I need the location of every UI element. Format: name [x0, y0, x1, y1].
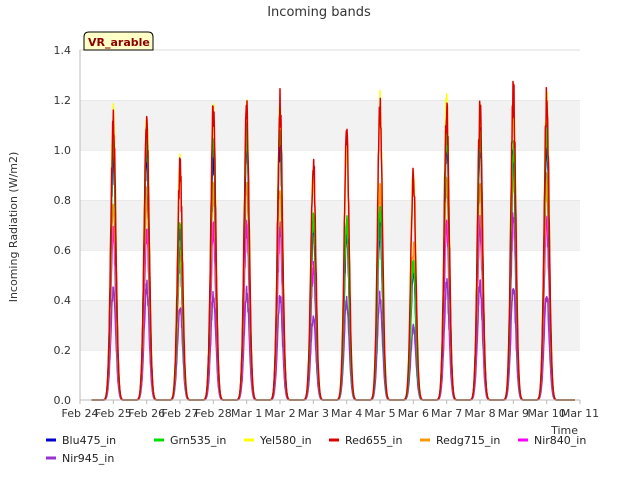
legend-label: Nir840_in	[534, 434, 586, 447]
y-tick-label: 0.6	[54, 244, 72, 257]
x-tick-label: Mar 3	[298, 407, 329, 420]
y-tick-label: 1.4	[54, 44, 72, 57]
y-tick-label: 1.0	[54, 144, 72, 157]
site-badge-label: VR_arable	[88, 36, 150, 49]
x-tick-label: Feb 27	[162, 407, 199, 420]
grid-band	[80, 100, 580, 150]
grid-band	[80, 300, 580, 350]
x-axis-label: Time	[550, 424, 578, 437]
x-tick-label: Mar 5	[364, 407, 395, 420]
legend-label: Redg715_in	[436, 434, 500, 447]
legend-label: Nir945_in	[62, 452, 114, 465]
y-tick-label: 0.8	[54, 194, 72, 207]
grid-band	[80, 350, 580, 400]
x-tick-label: Mar 2	[264, 407, 295, 420]
x-tick-label: Mar 11	[561, 407, 599, 420]
y-tick-label: 1.2	[54, 94, 72, 107]
grid-band	[80, 200, 580, 250]
x-tick-label: Feb 28	[195, 407, 232, 420]
x-tick-label: Mar 10	[528, 407, 566, 420]
chart-title: Incoming bands	[267, 5, 371, 20]
y-axis: 0.0 0.2 0.4 0.6 0.8 1.0 1.2 1.4	[54, 44, 72, 407]
y-tick-label: 0.4	[54, 294, 72, 307]
grid-band	[80, 150, 580, 200]
x-tick-label: Mar 6	[398, 407, 429, 420]
y-axis-label: Incoming Radiation (W/m2)	[7, 152, 20, 303]
grid-band	[80, 250, 580, 300]
x-tick-label: Mar 7	[431, 407, 462, 420]
y-tick-label: 0.0	[54, 394, 72, 407]
legend: Blu475_in Grn535_in Yel580_in Red655_in Redg…	[46, 434, 586, 465]
x-tick-label: Mar 8	[464, 407, 495, 420]
axes	[79, 50, 580, 401]
x-tick-label: Feb 25	[95, 407, 132, 420]
y-tick-label: 0.2	[54, 344, 72, 357]
grid-band	[80, 50, 580, 100]
legend-label: Yel580_in	[259, 434, 312, 447]
legend-label: Blu475_in	[62, 434, 116, 447]
x-tick-label: Feb 24	[62, 407, 99, 420]
x-tick-label: Mar 9	[498, 407, 529, 420]
grid-bands	[80, 49, 580, 400]
legend-label: Red655_in	[345, 434, 402, 447]
legend-label: Grn535_in	[170, 434, 226, 447]
site-badge: VR_arable	[83, 31, 154, 51]
x-tick-label: Mar 4	[331, 407, 362, 420]
x-tick-label: Mar 1	[231, 407, 262, 420]
x-tick-label: Feb 26	[128, 407, 165, 420]
